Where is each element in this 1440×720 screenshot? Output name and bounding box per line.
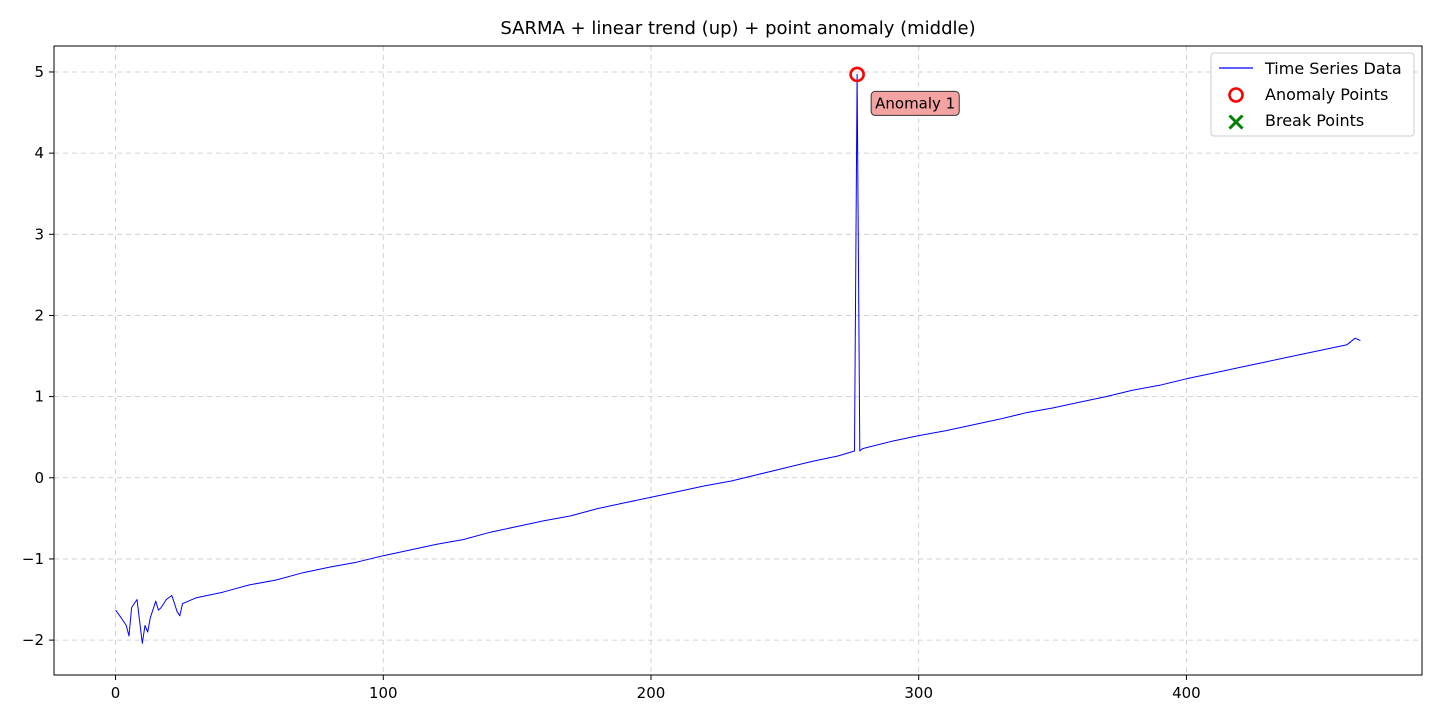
legend-box xyxy=(1210,52,1415,137)
x-tick-label: 0 xyxy=(111,684,121,702)
legend-label: Break Points xyxy=(1265,111,1364,130)
anomaly-label: Anomaly 1 xyxy=(875,94,955,112)
plot-area-frame xyxy=(53,45,1423,676)
series-layer xyxy=(115,73,1361,644)
legend: Time Series Data Anomaly Points Break Po… xyxy=(1210,52,1415,137)
grid-lines xyxy=(54,46,1422,675)
y-tick-label: 5 xyxy=(34,63,44,81)
legend-label: Anomaly Points xyxy=(1265,85,1388,104)
y-tick-label: 2 xyxy=(34,306,44,324)
y-tick-label: −2 xyxy=(22,631,44,649)
y-tick-label: 3 xyxy=(34,225,44,243)
y-tick-label: 4 xyxy=(34,144,44,162)
x-tick-label: 400 xyxy=(1172,684,1201,702)
y-tick-label: 0 xyxy=(34,469,44,487)
legend-label: Time Series Data xyxy=(1264,59,1402,78)
legend-x-icon xyxy=(1228,114,1244,130)
y-tick-label: −1 xyxy=(22,550,44,568)
axis-ticks: 0 100 200 300 400 −2 −1 0 1 2 3 4 5 xyxy=(22,63,1201,702)
chart-title: SARMA + linear trend (up) + point anomal… xyxy=(500,18,975,39)
series-line xyxy=(115,73,1361,644)
y-tick-label: 1 xyxy=(34,388,44,406)
anomaly-label-box xyxy=(870,90,960,116)
x-tick-label: 300 xyxy=(904,684,933,702)
anomaly-annotation: Anomaly 1 xyxy=(870,90,960,116)
anomaly-point-marker xyxy=(849,66,865,83)
x-tick-label: 200 xyxy=(637,684,666,702)
x-tick-label: 100 xyxy=(369,684,398,702)
anomaly-layer: Anomaly 1 xyxy=(849,66,960,116)
legend-circle-icon xyxy=(1228,87,1244,103)
